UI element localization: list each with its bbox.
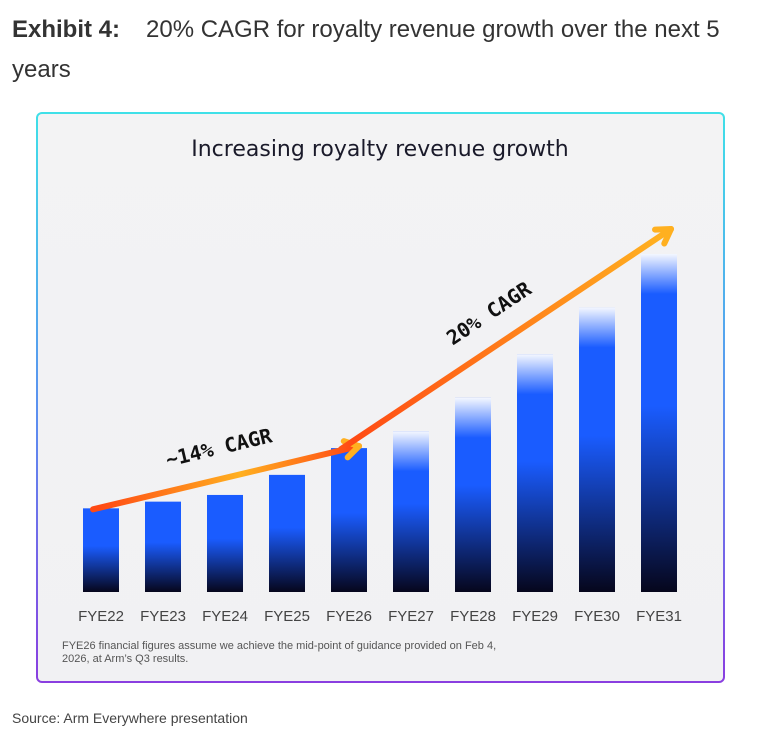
chart-footnote: FYE26 financial figures assume we achiev… <box>62 640 497 665</box>
x-tick-label: FYE22 <box>78 608 124 625</box>
cagr-annotation: 20% CAGR <box>442 276 536 350</box>
source-note: Source: Arm Everywhere presentation <box>12 710 248 726</box>
x-tick-label: FYE23 <box>140 608 186 625</box>
exhibit-heading: Exhibit 4: 20% CAGR for royalty revenue g… <box>12 10 757 90</box>
x-tick-label: FYE31 <box>636 608 682 625</box>
x-tick-label: FYE28 <box>450 608 496 625</box>
x-tick-label: FYE30 <box>574 608 620 625</box>
exhibit-title: 20% CAGR for royalty revenue growth over… <box>12 16 720 83</box>
bar-fye23 <box>145 501 181 592</box>
chart-title: Increasing royalty revenue growth <box>191 137 568 162</box>
cagr-annotation: ~14% CAGR <box>163 423 275 472</box>
x-tick-label: FYE25 <box>264 608 310 625</box>
bar-fye26 <box>331 448 367 592</box>
bar-fye31 <box>641 254 677 592</box>
bar-fye28 <box>455 397 491 592</box>
bar-fye22 <box>83 508 119 592</box>
bar-fye27 <box>393 431 429 592</box>
x-tick-label: FYE26 <box>326 608 372 625</box>
x-tick-label: FYE29 <box>512 608 558 625</box>
bar-fye30 <box>579 307 615 592</box>
bar-fye24 <box>207 494 243 592</box>
bar-fye29 <box>517 354 553 592</box>
cagr-arrow <box>338 226 674 453</box>
exhibit-label: Exhibit 4: <box>12 16 121 43</box>
bar-fye25 <box>269 474 305 592</box>
x-tick-label: FYE27 <box>388 608 434 625</box>
x-tick-label: FYE24 <box>202 608 248 625</box>
